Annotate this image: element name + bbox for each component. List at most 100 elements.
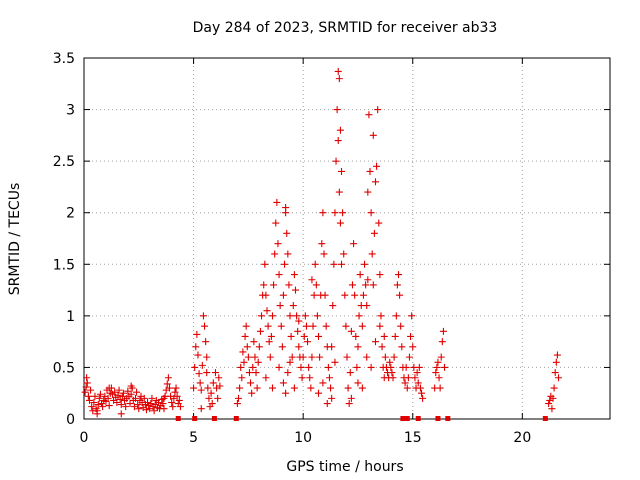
data-point <box>363 353 371 361</box>
data-point <box>240 358 248 366</box>
data-point <box>192 343 200 351</box>
data-point <box>255 343 263 351</box>
data-point <box>315 389 323 397</box>
y-tick-label: 3 <box>66 103 75 119</box>
data-point <box>358 322 366 330</box>
data-point <box>244 353 252 361</box>
data-point <box>278 343 286 351</box>
data-point <box>311 260 319 268</box>
gap-marker <box>415 416 421 421</box>
data-point <box>350 240 358 248</box>
data-point <box>195 370 203 378</box>
gap-markers <box>175 416 548 421</box>
data-point <box>233 400 241 408</box>
data-point <box>401 379 409 387</box>
data-point <box>133 388 141 396</box>
data-point <box>335 188 343 196</box>
data-point <box>312 281 320 289</box>
data-point <box>408 312 416 320</box>
data-point <box>197 405 205 413</box>
data-point <box>331 358 339 366</box>
data-point <box>113 398 121 406</box>
data-point <box>148 394 156 402</box>
data-point <box>374 106 382 114</box>
data-point <box>238 374 246 382</box>
data-point <box>332 157 340 165</box>
data-points <box>81 67 562 418</box>
data-point <box>198 361 206 369</box>
y-tick-label: 2 <box>66 206 75 222</box>
gap-marker <box>211 416 217 421</box>
data-point <box>165 384 173 392</box>
data-point <box>328 394 336 402</box>
data-point <box>126 400 134 408</box>
data-point <box>288 353 296 361</box>
gap-marker <box>404 416 410 421</box>
data-point <box>173 392 181 400</box>
data-point <box>83 379 91 387</box>
data-point <box>88 403 96 411</box>
data-point <box>117 401 125 409</box>
data-point <box>268 384 276 392</box>
data-point <box>380 332 388 340</box>
data-point <box>315 332 323 340</box>
data-point <box>286 358 294 366</box>
data-point <box>319 209 327 217</box>
data-point <box>172 384 180 392</box>
x-tick-label: 5 <box>189 430 198 446</box>
data-point <box>302 322 310 330</box>
data-point <box>551 369 559 377</box>
data-point <box>391 332 399 340</box>
data-point <box>308 276 316 284</box>
data-point <box>111 388 119 396</box>
data-point <box>409 343 417 351</box>
data-point <box>268 312 276 320</box>
data-point <box>241 332 249 340</box>
data-point <box>190 384 198 392</box>
data-point <box>297 363 305 371</box>
data-point <box>284 250 292 258</box>
data-point <box>243 343 251 351</box>
data-point <box>550 384 558 392</box>
data-point <box>282 204 290 212</box>
data-point <box>329 302 337 310</box>
data-point <box>545 400 553 408</box>
data-point <box>334 137 342 145</box>
data-point <box>117 410 125 418</box>
data-point <box>209 379 217 387</box>
data-point <box>416 384 424 392</box>
data-point <box>199 312 207 320</box>
data-point <box>387 363 395 371</box>
data-point <box>96 390 104 398</box>
data-point <box>335 75 343 83</box>
data-point <box>376 271 384 279</box>
data-point <box>215 374 223 382</box>
data-point <box>164 374 172 382</box>
data-point <box>256 327 264 335</box>
gap-marker <box>435 416 441 421</box>
data-point <box>434 358 442 366</box>
data-point <box>95 394 103 402</box>
data-point <box>336 126 344 134</box>
data-point <box>284 369 292 377</box>
data-point <box>127 382 135 390</box>
data-point <box>403 384 411 392</box>
data-point <box>236 384 244 392</box>
data-point <box>407 332 415 340</box>
y-axis-ticks: 0 0.5 1 1.5 2 2.5 3 3.5 <box>53 51 610 428</box>
data-point <box>140 394 148 402</box>
data-point <box>411 374 419 382</box>
data-point <box>293 312 301 320</box>
data-point <box>336 219 344 227</box>
data-point <box>414 379 422 387</box>
data-point <box>554 374 562 382</box>
data-point <box>378 343 386 351</box>
data-point <box>160 405 168 413</box>
data-point <box>83 374 91 382</box>
data-point <box>289 302 297 310</box>
data-point <box>104 394 112 402</box>
data-point <box>402 363 410 371</box>
data-point <box>295 317 303 325</box>
data-point <box>347 327 355 335</box>
data-point <box>267 332 275 340</box>
